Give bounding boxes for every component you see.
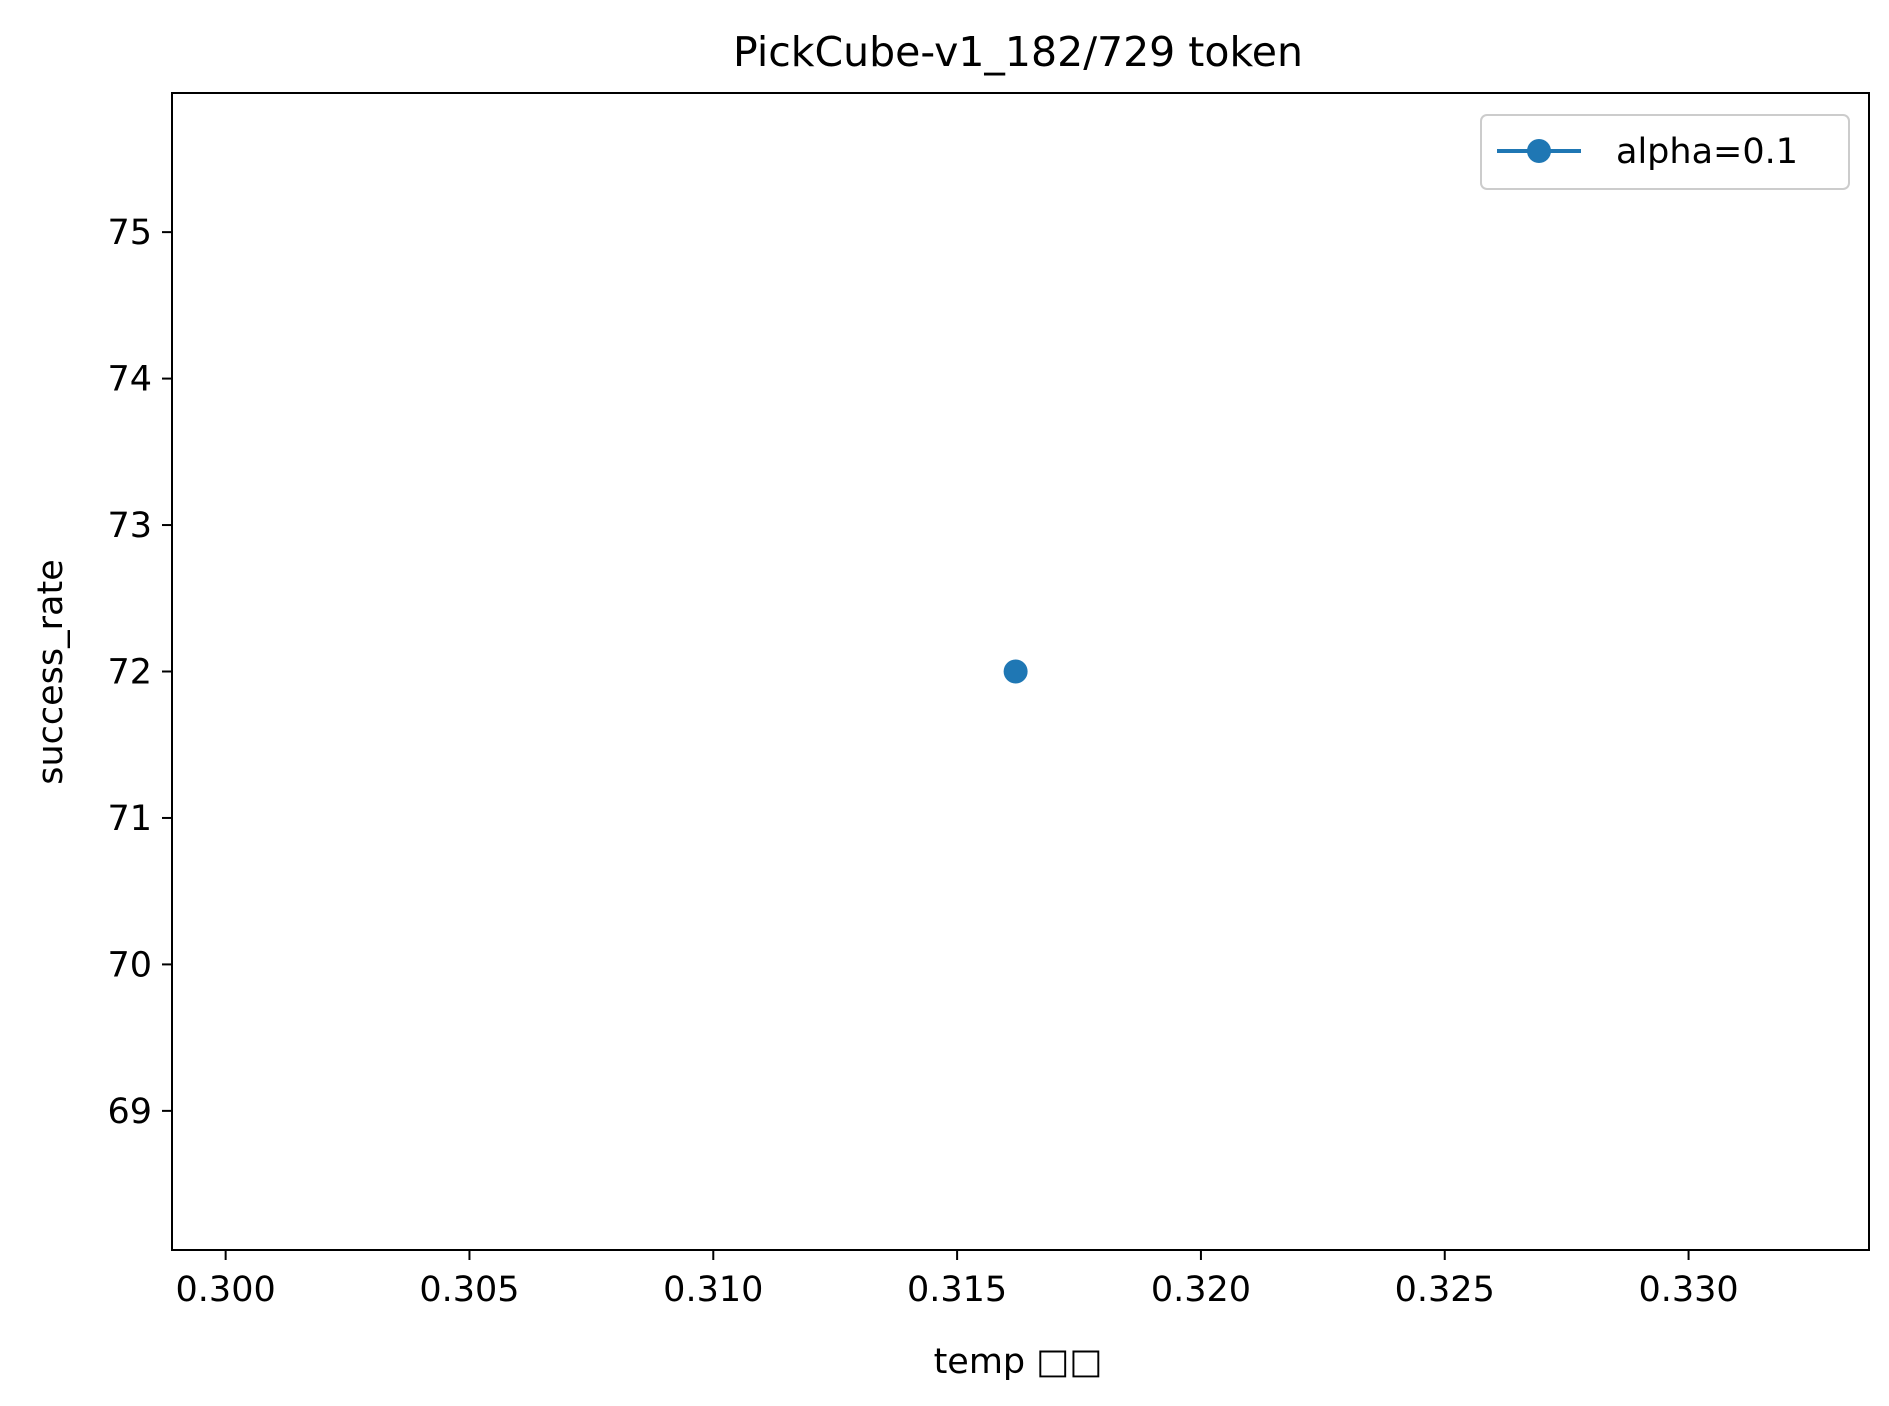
legend: alpha=0.1 (1480, 114, 1850, 190)
y-axis-label: success_rate (31, 559, 71, 785)
x-tick-label: 0.305 (419, 1270, 519, 1310)
series-layer (1003, 659, 1028, 684)
data-point (1003, 659, 1028, 684)
x-tick-label: 0.310 (663, 1270, 763, 1310)
y-tick-label: 73 (107, 506, 152, 546)
x-axis-label: temp □□ (934, 1342, 1103, 1382)
chart-title: PickCube-v1_182/729 token (733, 28, 1303, 76)
x-tick-label: 0.300 (176, 1270, 276, 1310)
y-tick-label: 70 (107, 945, 152, 985)
x-axis-ticks: 0.300 0.305 0.310 0.315 0.320 0.325 0.330 (176, 1250, 1739, 1310)
x-tick-label: 0.320 (1151, 1270, 1251, 1310)
y-tick-label: 69 (107, 1092, 152, 1132)
y-tick-label: 72 (107, 653, 152, 693)
x-tick-label: 0.330 (1638, 1270, 1738, 1310)
legend-entry-label: alpha=0.1 (1616, 132, 1798, 172)
y-tick-label: 71 (107, 799, 152, 839)
y-axis-ticks: 69 70 71 72 73 74 75 (107, 213, 172, 1132)
x-tick-label: 0.315 (907, 1270, 1007, 1310)
y-tick-label: 74 (107, 360, 152, 400)
legend-box (1480, 114, 1850, 190)
y-tick-label: 75 (107, 213, 152, 253)
legend-marker-swatch (1527, 139, 1551, 163)
x-tick-label: 0.325 (1395, 1270, 1495, 1310)
